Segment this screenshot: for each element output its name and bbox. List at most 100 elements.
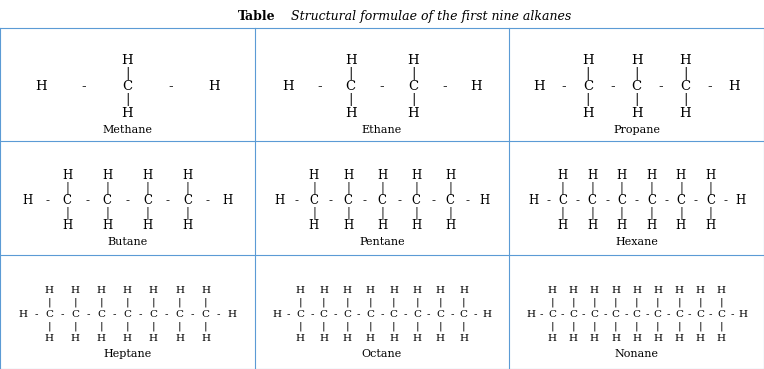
Text: C: C xyxy=(123,310,131,319)
Text: |: | xyxy=(125,322,129,331)
Text: H: H xyxy=(588,219,597,232)
Text: -: - xyxy=(295,194,299,207)
Text: H: H xyxy=(729,80,740,93)
Text: C: C xyxy=(63,194,72,207)
Text: -: - xyxy=(329,194,333,207)
Text: -: - xyxy=(380,80,384,93)
Text: |: | xyxy=(698,322,702,331)
Text: |: | xyxy=(380,207,384,220)
Text: H: H xyxy=(526,310,536,319)
Text: H: H xyxy=(366,286,375,295)
Text: C: C xyxy=(413,310,421,319)
Text: -: - xyxy=(582,310,585,319)
Text: H: H xyxy=(445,169,455,182)
Text: H: H xyxy=(611,286,620,295)
Text: |: | xyxy=(145,207,149,220)
Text: H: H xyxy=(22,194,32,207)
Text: |: | xyxy=(73,322,77,331)
Text: Octane: Octane xyxy=(362,349,402,359)
Text: H: H xyxy=(568,286,578,295)
Text: -: - xyxy=(450,310,454,319)
Text: -: - xyxy=(286,310,290,319)
Text: -: - xyxy=(403,310,407,319)
Text: |: | xyxy=(683,67,688,80)
Text: |: | xyxy=(649,207,653,220)
Text: H: H xyxy=(97,286,105,295)
Text: H: H xyxy=(121,54,133,67)
Text: H: H xyxy=(319,334,328,343)
Text: |: | xyxy=(178,322,181,331)
Text: H: H xyxy=(646,169,656,182)
Text: H: H xyxy=(588,169,597,182)
Text: H: H xyxy=(175,334,184,343)
Text: |: | xyxy=(125,67,130,80)
Text: |: | xyxy=(708,182,713,194)
Text: |: | xyxy=(593,298,596,307)
Text: Ethane: Ethane xyxy=(362,125,402,135)
Text: -: - xyxy=(624,310,628,319)
Text: |: | xyxy=(656,322,659,331)
Text: C: C xyxy=(143,194,152,207)
Text: C: C xyxy=(676,194,685,207)
Text: H: H xyxy=(413,334,422,343)
Text: H: H xyxy=(283,80,294,93)
Text: -: - xyxy=(363,194,367,207)
Text: H: H xyxy=(436,334,445,343)
Text: -: - xyxy=(474,310,478,319)
Text: C: C xyxy=(122,80,132,93)
Text: C: C xyxy=(183,194,192,207)
Text: -: - xyxy=(635,194,639,207)
Text: |: | xyxy=(634,93,639,106)
Text: C: C xyxy=(97,310,105,319)
Text: |: | xyxy=(635,298,639,307)
Text: C: C xyxy=(548,310,556,319)
Text: Butane: Butane xyxy=(107,237,147,247)
Text: C: C xyxy=(150,310,157,319)
Text: |: | xyxy=(634,67,639,80)
Text: -: - xyxy=(431,194,435,207)
Text: -: - xyxy=(310,310,314,319)
Text: C: C xyxy=(296,310,304,319)
Text: H: H xyxy=(175,286,184,295)
Text: H: H xyxy=(366,334,375,343)
Text: H: H xyxy=(296,286,305,295)
Text: H: H xyxy=(735,194,745,207)
Text: H: H xyxy=(568,334,578,343)
Text: -: - xyxy=(442,80,447,93)
Text: |: | xyxy=(65,207,69,220)
Text: -: - xyxy=(561,310,565,319)
Text: H: H xyxy=(680,54,691,67)
Text: C: C xyxy=(681,80,691,93)
Text: H: H xyxy=(377,169,387,182)
Text: |: | xyxy=(99,322,103,331)
Text: -: - xyxy=(397,194,401,207)
Text: C: C xyxy=(675,310,683,319)
Text: |: | xyxy=(593,322,596,331)
Text: |: | xyxy=(462,298,465,307)
Text: H: H xyxy=(705,219,716,232)
Text: |: | xyxy=(345,298,348,307)
Text: C: C xyxy=(591,310,598,319)
Text: -: - xyxy=(427,310,430,319)
Text: H: H xyxy=(272,310,281,319)
Text: |: | xyxy=(414,182,418,194)
Text: H: H xyxy=(102,169,112,182)
Text: -: - xyxy=(168,80,173,93)
Text: C: C xyxy=(611,310,620,319)
Text: |: | xyxy=(698,298,702,307)
Text: Heptane: Heptane xyxy=(103,349,151,359)
Text: H: H xyxy=(533,80,545,93)
Text: H: H xyxy=(389,334,398,343)
Text: H: H xyxy=(653,286,662,295)
Text: H: H xyxy=(44,286,53,295)
Text: -: - xyxy=(45,194,49,207)
Text: |: | xyxy=(720,298,724,307)
Text: H: H xyxy=(675,286,684,295)
Text: |: | xyxy=(448,207,452,220)
Text: H: H xyxy=(142,169,153,182)
Text: |: | xyxy=(720,322,724,331)
Text: |: | xyxy=(299,298,302,307)
Text: -: - xyxy=(34,310,37,319)
Text: H: H xyxy=(343,219,353,232)
Text: H: H xyxy=(676,169,686,182)
